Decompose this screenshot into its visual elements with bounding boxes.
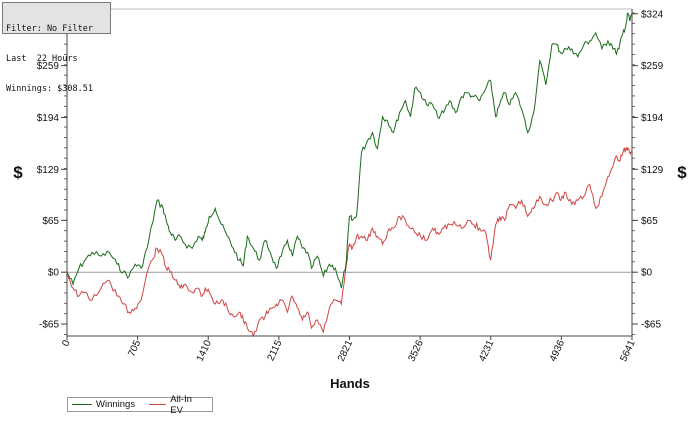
legend-item-allin-ev: All-In EV xyxy=(149,394,212,416)
period-text: Last 22 Hours xyxy=(6,54,78,64)
y-tick-label-right: $194 xyxy=(641,113,664,124)
x-tick-label: 2821 xyxy=(336,338,356,363)
legend-item-winnings: Winnings xyxy=(72,399,145,410)
y-tick-label-right: $129 xyxy=(641,165,664,176)
y-tick-label-right: $65 xyxy=(641,216,658,227)
x-tick-label: 705 xyxy=(126,338,143,358)
filter-text: Filter: No Filter xyxy=(6,24,93,34)
y-tick-label-left: $129 xyxy=(37,165,60,176)
y-tick-label-left: $65 xyxy=(42,216,59,227)
y-tick-label-left: $259 xyxy=(37,61,60,72)
x-tick-label: 5641 xyxy=(618,338,638,363)
x-tick-label: 4936 xyxy=(548,338,568,363)
legend-label-winnings: Winnings xyxy=(96,399,136,410)
x-axis-label: Hands xyxy=(330,376,370,391)
y-tick-label-left: $194 xyxy=(37,113,60,124)
legend-swatch-allin-ev xyxy=(149,404,167,405)
info-box: Filter: No Filter Last 22 Hours Winnings… xyxy=(2,2,111,94)
x-tick-label: 1410 xyxy=(195,338,215,363)
y-tick-label-right: $324 xyxy=(641,9,664,20)
series-line-winnings xyxy=(66,12,633,289)
x-tick-label: 2115 xyxy=(266,338,285,363)
x-tick-label: 4231 xyxy=(477,338,497,363)
y-axis-label-right: $ xyxy=(677,163,687,182)
y-tick-label-right: $259 xyxy=(641,61,664,72)
y-tick-label-right: -$65 xyxy=(641,320,661,331)
y-axis-label-left: $ xyxy=(13,163,23,182)
y-tick-label-left: $0 xyxy=(48,268,60,279)
winnings-text: Winnings: $308.51 xyxy=(6,84,93,94)
legend: Winnings All-In EV xyxy=(67,394,213,416)
series-line-allin-ev xyxy=(66,146,633,338)
x-tick-label: 3526 xyxy=(406,338,426,363)
plot-frame xyxy=(66,8,633,337)
legend-label-allin-ev: All-In EV xyxy=(170,393,192,416)
y-tick-label-right: $0 xyxy=(641,268,653,279)
legend-swatch-winnings xyxy=(72,404,92,405)
x-tick-label: 0 xyxy=(60,338,73,348)
y-tick-label-left: -$65 xyxy=(39,320,59,331)
